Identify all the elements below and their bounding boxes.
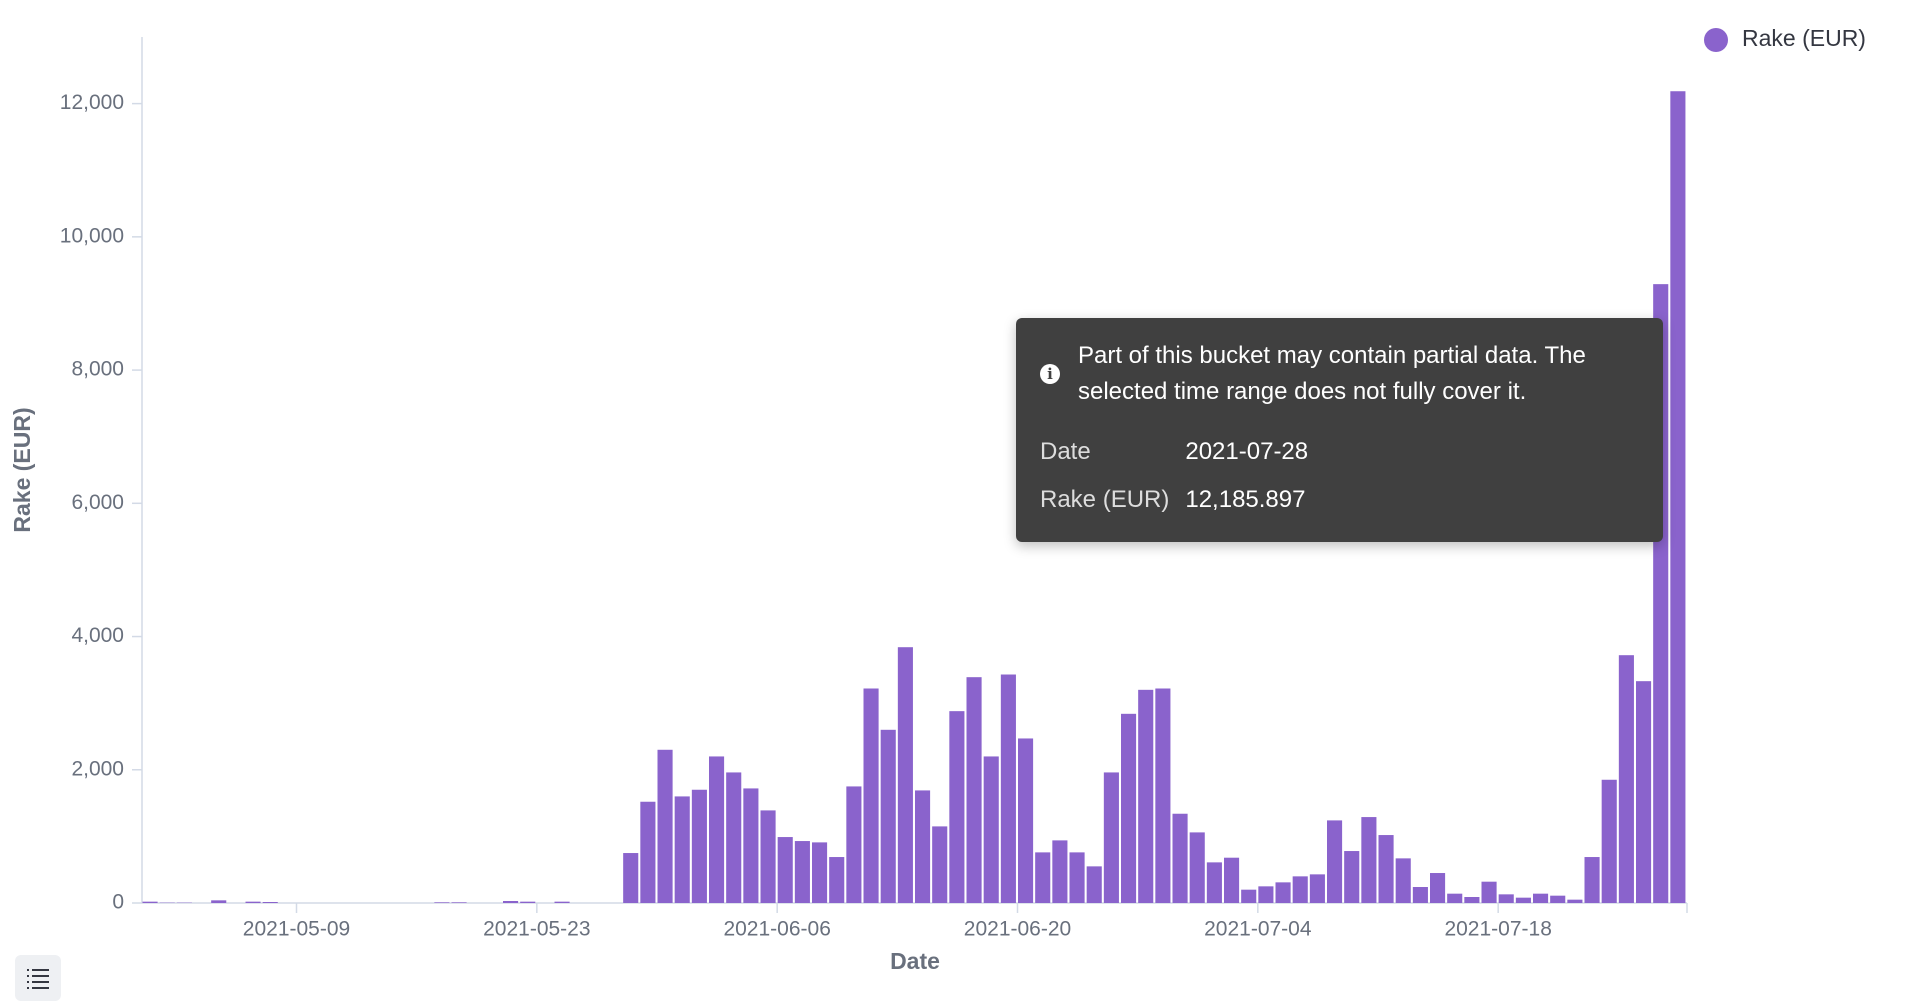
- x-tick-label: 2021-06-20: [964, 918, 1071, 941]
- bar: [692, 790, 707, 903]
- bar: [1104, 772, 1119, 903]
- bar: [1018, 738, 1033, 903]
- tooltip-value: 12,185.897: [1185, 476, 1324, 524]
- tooltip: i Part of this bucket may contain partial…: [1016, 318, 1663, 542]
- bar: [675, 796, 690, 903]
- bar: [1379, 835, 1394, 903]
- bar: [1310, 874, 1325, 903]
- bar: [1413, 887, 1428, 903]
- bar: [1190, 832, 1205, 903]
- bar: [1035, 852, 1050, 903]
- bar: [761, 810, 776, 903]
- bar: [1533, 894, 1548, 903]
- list-icon: [15, 955, 61, 1001]
- tooltip-value: 2021-07-28: [1185, 428, 1324, 476]
- bar: [846, 786, 861, 903]
- bar: [452, 902, 467, 903]
- bar: [1138, 690, 1153, 903]
- y-axis-title: Rake (EUR): [9, 407, 35, 532]
- tooltip-message-row: i Part of this bucket may contain partial…: [1040, 338, 1639, 410]
- bar: [1619, 655, 1634, 903]
- bar: [555, 902, 570, 903]
- bar: [434, 902, 449, 903]
- bar: [1258, 886, 1273, 903]
- bar: [778, 837, 793, 903]
- bar: [1070, 852, 1085, 903]
- bar: [1670, 91, 1685, 903]
- bar: [246, 902, 261, 903]
- bar: [1241, 890, 1256, 903]
- bar: [1276, 882, 1291, 903]
- bar: [709, 756, 724, 903]
- bar: [1155, 688, 1170, 903]
- bar: [1567, 900, 1582, 903]
- bar: [1207, 862, 1222, 903]
- bar: [864, 688, 879, 903]
- tooltip-message: Part of this bucket may contain partial …: [1078, 338, 1639, 410]
- x-tick-label: 2021-06-06: [723, 918, 830, 941]
- bar: [1224, 858, 1239, 903]
- y-tick-label: 8,000: [71, 358, 124, 381]
- y-tick-label: 4,000: [71, 624, 124, 647]
- bar: [1087, 866, 1102, 903]
- bar: [1430, 873, 1445, 903]
- bar: [1585, 857, 1600, 903]
- bar: [623, 853, 638, 903]
- bar: [520, 902, 535, 903]
- bar: [1602, 780, 1617, 903]
- y-tick-label: 0: [112, 891, 124, 914]
- tooltip-key: Date: [1040, 428, 1185, 476]
- bar: [881, 730, 896, 903]
- bar: [829, 857, 844, 903]
- bar: [143, 902, 158, 903]
- bar: [1327, 820, 1342, 903]
- bar: [967, 677, 982, 903]
- bar: [1361, 817, 1376, 903]
- bar: [1293, 876, 1308, 903]
- bar: [949, 711, 964, 903]
- y-tick-label: 12,000: [60, 91, 124, 114]
- y-tick-label: 2,000: [71, 757, 124, 780]
- bar: [640, 802, 655, 903]
- x-tick-label: 2021-07-18: [1444, 918, 1551, 941]
- bar: [726, 772, 741, 903]
- bar: [915, 790, 930, 903]
- bar: [1344, 851, 1359, 903]
- bar: [263, 902, 278, 903]
- x-tick-label: 2021-05-09: [243, 918, 350, 941]
- x-axis-title: Date: [890, 948, 940, 974]
- bar: [795, 841, 810, 903]
- bar: [1001, 675, 1016, 903]
- bar: [1550, 896, 1565, 903]
- legend-label: Rake (EUR): [1742, 25, 1866, 51]
- bar: [1636, 681, 1651, 903]
- bar: [1121, 714, 1136, 903]
- legend-swatch: [1704, 28, 1728, 52]
- bar: [1482, 882, 1497, 903]
- bar: [984, 756, 999, 903]
- bar: [1447, 894, 1462, 903]
- bar: [898, 647, 913, 903]
- bar: [503, 901, 518, 903]
- legend-toggle-button[interactable]: [15, 955, 61, 1001]
- bar: [211, 900, 226, 903]
- tooltip-key: Rake (EUR): [1040, 476, 1185, 524]
- bar: [658, 750, 673, 903]
- y-tick-label: 10,000: [60, 224, 124, 247]
- bar: [932, 826, 947, 903]
- bar: [1516, 898, 1531, 903]
- bar: [1396, 858, 1411, 903]
- bar: [743, 788, 758, 903]
- bar: [1464, 897, 1479, 903]
- bar: [1499, 894, 1514, 903]
- bar: [812, 842, 827, 903]
- bar: [1052, 840, 1067, 903]
- x-tick-label: 2021-07-04: [1204, 918, 1312, 941]
- info-icon: i: [1040, 364, 1060, 384]
- bar: [1173, 814, 1188, 903]
- x-tick-label: 2021-05-23: [483, 918, 590, 941]
- y-tick-label: 6,000: [71, 491, 124, 514]
